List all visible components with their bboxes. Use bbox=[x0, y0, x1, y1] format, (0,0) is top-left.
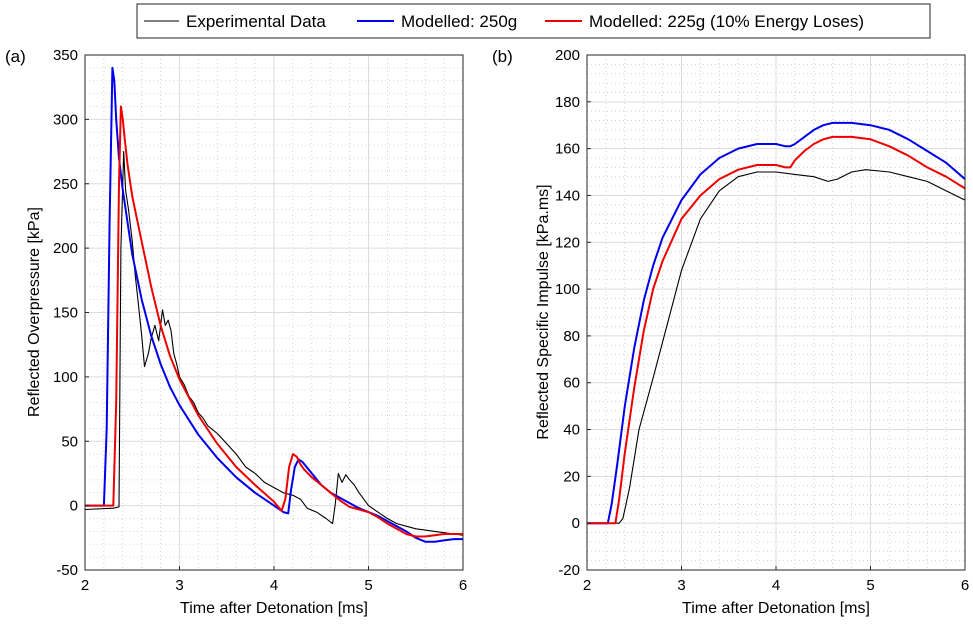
y-tick-label: 250 bbox=[53, 176, 78, 193]
legend-label-250g: Modelled: 250g bbox=[401, 12, 517, 31]
panel-a-series bbox=[85, 66, 463, 543]
y-tick-label: 200 bbox=[53, 240, 78, 257]
panel-b-x-axis-label: Time after Detonation [ms] bbox=[682, 600, 870, 617]
panel-b-series-modelled-250g bbox=[587, 121, 965, 525]
legend-label-225g: Modelled: 225g (10% Energy Loses) bbox=[589, 12, 864, 31]
y-tick-label: -50 bbox=[56, 562, 78, 579]
y-tick-label: 0 bbox=[70, 498, 78, 515]
y-tick-label: 160 bbox=[555, 141, 580, 158]
legend-label-experimental: Experimental Data bbox=[186, 12, 326, 31]
y-tick-label: 200 bbox=[555, 47, 580, 64]
panel-a-ticks: 2 3 4 5 6 -50 0 50 100 150 200 250 300 350 bbox=[53, 47, 467, 594]
panel-b-series-experimental-data bbox=[587, 169, 965, 524]
y-tick-label: 80 bbox=[563, 328, 580, 345]
y-tick-label: 350 bbox=[53, 47, 78, 64]
y-tick-label: 140 bbox=[555, 187, 580, 204]
y-tick-label: 50 bbox=[61, 433, 78, 450]
x-tick-label: 3 bbox=[175, 577, 183, 594]
panel-a-y-axis-label: Reflected Overpressure [kPa] bbox=[26, 207, 43, 417]
y-tick-label: 300 bbox=[53, 111, 78, 128]
x-tick-label: 2 bbox=[81, 577, 89, 594]
panel-a-label: (a) bbox=[5, 47, 26, 66]
y-tick-label: 0 bbox=[572, 515, 580, 532]
panel-b-series bbox=[587, 121, 965, 525]
panel-a-series-experimental-data bbox=[85, 151, 463, 536]
panel-a-series-modelled-225g-10-energy-loses bbox=[85, 105, 463, 538]
y-tick-label: 150 bbox=[53, 305, 78, 322]
panel-b-series-modelled-225g-10-energy-loses bbox=[587, 135, 965, 525]
x-tick-label: 4 bbox=[270, 577, 278, 594]
x-tick-label: 6 bbox=[459, 577, 467, 594]
legend-box bbox=[136, 3, 931, 39]
panel-b: (b) 2 3 4 5 6-20020406080100120140160180200 … bbox=[492, 47, 969, 617]
panel-b-ticks: 2 3 4 5 6 -20 0 20 40 60 80 100 120 140 160 180 200 bbox=[555, 47, 969, 594]
panel-a-x-axis-label: Time after Detonation [ms] bbox=[180, 600, 368, 617]
y-tick-label: 20 bbox=[563, 468, 580, 485]
panel-a: (a) 2 3 4 5 6 -50 0 50 100 150 200 250 300 350 Time a… bbox=[5, 47, 467, 617]
x-tick-label: 2 bbox=[583, 577, 591, 594]
y-tick-label: -20 bbox=[558, 562, 580, 579]
x-tick-label: 4 bbox=[772, 577, 780, 594]
panel-b-y-axis-label: Reflected Specific Impulse [kPa.ms] bbox=[535, 184, 552, 439]
y-tick-label: 120 bbox=[555, 234, 580, 251]
x-tick-label: 3 bbox=[677, 577, 685, 594]
y-tick-label: 180 bbox=[555, 94, 580, 111]
x-tick-label: 5 bbox=[364, 577, 372, 594]
y-tick-label: 40 bbox=[563, 422, 580, 439]
y-tick-label: 100 bbox=[53, 369, 78, 386]
y-tick-label: 100 bbox=[555, 281, 580, 298]
panel-b-label: (b) bbox=[492, 47, 513, 66]
x-tick-label: 6 bbox=[961, 577, 969, 594]
x-tick-label: 5 bbox=[866, 577, 874, 594]
y-tick-label: 60 bbox=[563, 375, 580, 392]
legend: Experimental Data Modelled: 250g Modelle… bbox=[136, 3, 931, 39]
